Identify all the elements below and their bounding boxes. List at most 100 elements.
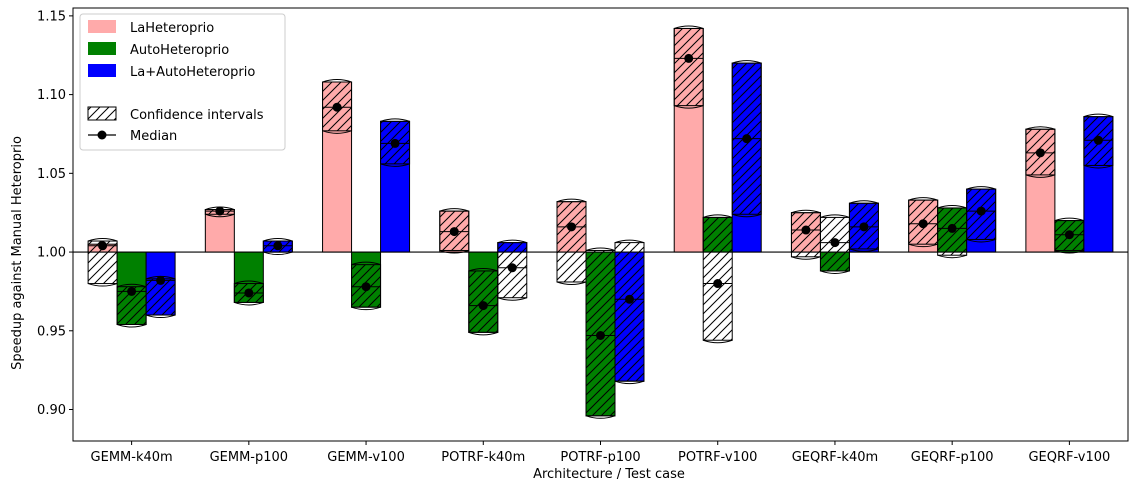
median-point-2-3: [507, 263, 517, 273]
ci-cap-bottom-0-8: [1025, 174, 1056, 178]
ci-cap-bottom-1-2: [351, 306, 381, 311]
median-point-1-5: [713, 279, 723, 289]
ci-cap-bottom-2-0: [145, 314, 176, 319]
ci-cap-top-1-4: [585, 247, 616, 251]
ci-0-4: [556, 201, 587, 283]
ci-cap-bottom-0-7: [908, 243, 938, 248]
ci-cap-bottom-1-5: [703, 339, 733, 344]
median-point-2-5: [742, 134, 752, 144]
legend-label-la-autoheteroprio: La+AutoHeteroprio: [130, 65, 255, 80]
ci-cap-bottom-2-4: [614, 380, 645, 385]
ci-cap-bottom-2-8: [1083, 164, 1114, 169]
legend-swatch-la-autoheteroprio: [88, 64, 116, 77]
x-tick-label-4: POTRF-p100: [560, 450, 640, 465]
median-point-1-8: [1064, 230, 1074, 240]
ci-cap-bottom-0-6: [791, 256, 821, 260]
x-axis-label: Architecture / Test case: [533, 467, 685, 482]
x-tick-label-0: GEMM-k40m: [91, 450, 173, 465]
ci-cap-bottom-2-6: [849, 248, 879, 252]
y-axis-label: Speedup against Manual Heteroprio: [10, 136, 25, 370]
legend-label-autoheteroprio: AutoHeteroprio: [130, 43, 229, 58]
ci-cap-bottom-1-1: [234, 301, 264, 306]
ci-2-7: [966, 188, 997, 240]
ci-cap-top-1-1: [234, 280, 264, 285]
ci-cap-top-1-3: [468, 267, 498, 272]
median-point-2-8: [1093, 135, 1103, 145]
ci-cap-top-0-3: [439, 208, 469, 212]
median-point-1-2: [361, 282, 371, 292]
y-tick-label-4: 1.10: [37, 88, 66, 103]
median-point-2-4: [625, 294, 634, 304]
median-point-2-2: [390, 138, 400, 148]
x-tick-label-6: GEQRF-k40m: [792, 450, 878, 465]
median-point-2-7: [976, 206, 986, 216]
median-point-0-3: [449, 227, 459, 237]
ci-cap-top-1-5: [703, 214, 733, 218]
median-point-2-1: [273, 241, 283, 251]
ci-cap-top-0-6: [791, 209, 821, 214]
ci-1-5: [702, 216, 733, 341]
ci-cap-bottom-1-4: [585, 415, 616, 419]
ci-cap-bottom-0-4: [556, 281, 587, 285]
legend-swatch-autoheteroprio: [88, 42, 116, 55]
legend: LaHeteroprio AutoHeteroprio La+AutoHeter…: [79, 13, 286, 151]
plot-frame: [72, 7, 1129, 442]
ci-2-4: [614, 242, 645, 382]
ci-cap-top-2-5: [732, 60, 762, 64]
median-point-1-0: [127, 286, 137, 296]
median-point-1-4: [596, 331, 605, 341]
median-point-1-1: [244, 288, 254, 298]
ci-cap-bottom-2-5: [732, 213, 762, 218]
median-point-0-1: [215, 206, 225, 216]
median-point-0-4: [567, 222, 576, 232]
y-tick-label-0: 0.90: [37, 403, 66, 418]
ci-cap-bottom-2-3: [497, 297, 527, 301]
ci-cap-bottom-2-1: [263, 251, 293, 256]
legend-label-confidence-intervals: Confidence intervals: [130, 108, 264, 123]
ci-cap-top-0-5: [674, 25, 704, 29]
ci-cap-bottom-2-2: [380, 163, 410, 167]
legend-marker-median: [97, 130, 107, 140]
bar-0-1: [204, 209, 235, 253]
ci-cap-bottom-0-5: [674, 105, 704, 109]
ci-cap-top-0-7: [908, 197, 938, 201]
median-point-1-6: [830, 238, 840, 248]
ci-cap-top-2-4: [614, 239, 645, 244]
ci-0-5: [673, 27, 704, 107]
median-point-2-6: [859, 222, 869, 232]
ci-cap-top-2-6: [849, 200, 879, 204]
ci-cap-top-0-8: [1025, 126, 1056, 130]
x-tick-label-5: POTRF-v100: [678, 450, 757, 465]
legend-box: [79, 13, 286, 151]
median-point-2-0: [156, 275, 166, 285]
ci-cap-top-1-8: [1054, 217, 1085, 222]
ci-cap-top-2-1: [263, 238, 293, 242]
x-tick-label-8: GEQRF-v100: [1028, 450, 1110, 465]
ci-cap-bottom-1-8: [1054, 250, 1085, 254]
ci-cap-bottom-0-1: [205, 213, 235, 218]
median-point-0-6: [801, 225, 811, 235]
ci-cap-top-2-7: [966, 186, 996, 190]
y-tick-label-5: 1.15: [37, 9, 66, 24]
median-point-0-2: [332, 102, 342, 112]
median-point-1-7: [947, 223, 957, 233]
ci-cap-bottom-1-7: [937, 254, 967, 259]
x-tick-label-1: GEMM-p100: [210, 450, 288, 465]
y-tick-label-3: 1.05: [37, 167, 66, 182]
ci-cap-top-0-2: [322, 79, 352, 83]
ci-cap-bottom-0-0: [87, 283, 118, 287]
ci-cap-top-2-2: [380, 118, 410, 122]
ci-0-6: [790, 212, 821, 258]
median-point-0-5: [684, 53, 694, 63]
ci-cap-bottom-2-7: [966, 238, 996, 243]
legend-label-laheteroprio: LaHeteroprio: [130, 21, 214, 36]
ci-cap-top-1-7: [937, 204, 967, 209]
ci-cap-top-1-2: [351, 261, 381, 266]
x-tick-label-3: POTRF-k40m: [441, 450, 525, 465]
legend-swatch-laheteroprio: [88, 20, 116, 33]
ci-cap-top-0-4: [556, 198, 587, 203]
ci-cap-bottom-1-3: [468, 331, 498, 336]
bars-layer: [87, 25, 1114, 419]
